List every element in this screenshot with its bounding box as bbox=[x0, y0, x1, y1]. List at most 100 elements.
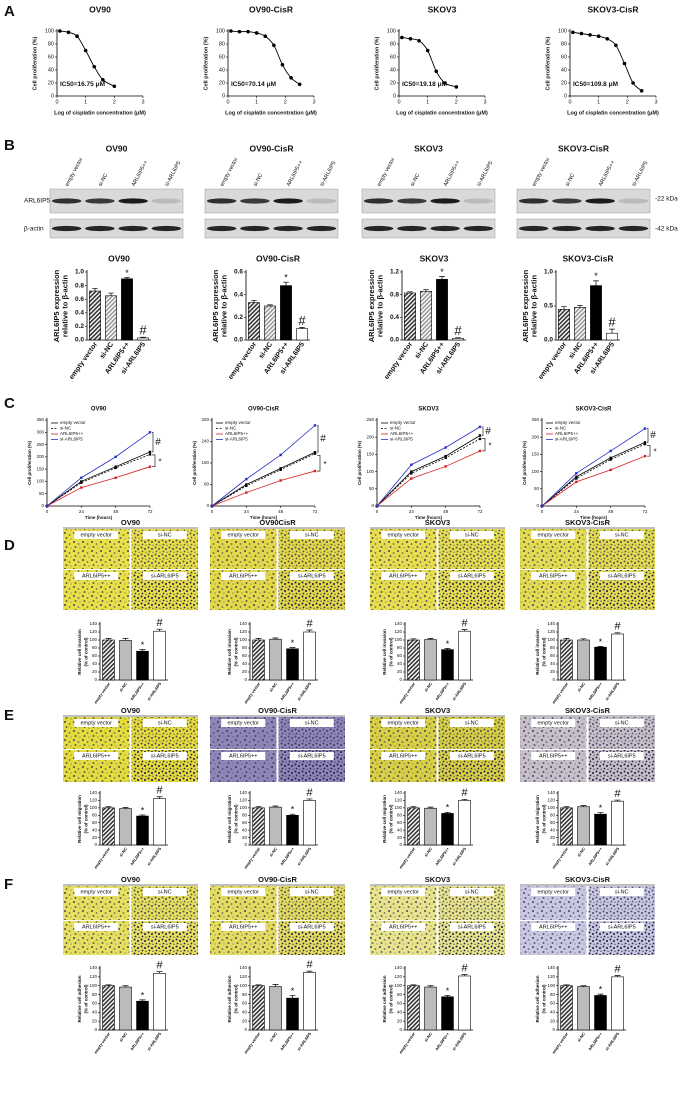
y-tick-label: 120 bbox=[89, 798, 97, 803]
x-tick-label: si-ARL6IP5 bbox=[296, 1031, 313, 1052]
x-tick-label: 0 bbox=[55, 99, 58, 105]
panel-label: F bbox=[4, 876, 13, 893]
bar bbox=[119, 640, 132, 681]
significance-mark: # bbox=[156, 617, 163, 629]
x-tick-label: 0 bbox=[568, 99, 571, 105]
data-point bbox=[297, 82, 302, 87]
blot-title: SKOV3 bbox=[414, 143, 443, 153]
y-tick-label: 20 bbox=[219, 80, 225, 86]
y-tick-label: 120 bbox=[394, 629, 402, 634]
series-marker bbox=[575, 475, 578, 478]
series-marker bbox=[313, 451, 317, 454]
y-tick-label: 80 bbox=[397, 992, 403, 997]
error-bar bbox=[251, 299, 257, 303]
y-tick-label: 1.2 bbox=[390, 269, 399, 276]
y-tick-label: 200 bbox=[531, 434, 539, 439]
legend-label: empty vector bbox=[390, 420, 416, 425]
annotation: * bbox=[653, 447, 656, 456]
y-tick-label: 100 bbox=[531, 469, 539, 474]
lane-label: ARL6IP5++ bbox=[443, 160, 462, 188]
annotation: * bbox=[488, 441, 491, 450]
lane-label: si-NC bbox=[253, 173, 265, 188]
blot-band bbox=[273, 198, 303, 204]
error-bar bbox=[561, 306, 567, 310]
tile-label: si-NC bbox=[465, 533, 479, 539]
bar bbox=[252, 985, 265, 1031]
tile-label-bg bbox=[599, 888, 644, 896]
bar bbox=[404, 292, 416, 341]
y-axis-label: (% of control) bbox=[84, 984, 89, 1013]
blot-band bbox=[430, 225, 460, 232]
x-tick-label: si-ARL6IP5 bbox=[451, 681, 468, 702]
x-tick-label: empty vector bbox=[243, 681, 262, 705]
tile-label-bg bbox=[531, 572, 576, 580]
series-marker bbox=[313, 424, 317, 427]
x-tick-label: 24 bbox=[244, 509, 250, 514]
series-line bbox=[211, 425, 316, 507]
blot-band bbox=[118, 225, 148, 232]
image-group-title: SKOV3 bbox=[425, 518, 450, 527]
x-tick-label: si-ARL6IP5 bbox=[296, 846, 313, 867]
y-tick-label: 0 bbox=[536, 503, 539, 508]
blot-band bbox=[51, 198, 82, 204]
error-bar bbox=[139, 999, 146, 1002]
y-tick-label: 0 bbox=[399, 842, 402, 847]
image-group-title: OV90 bbox=[121, 518, 140, 527]
x-tick-label: 0 bbox=[211, 509, 214, 514]
tile-label-bg bbox=[74, 923, 119, 931]
error-bar bbox=[299, 327, 305, 329]
blot-size-label: -22 kDa bbox=[655, 196, 678, 203]
significance-mark: * bbox=[594, 271, 598, 281]
y-tick-label: 120 bbox=[394, 798, 402, 803]
significance-mark: * bbox=[599, 985, 603, 995]
x-tick-label: si-NC bbox=[423, 846, 433, 858]
bar bbox=[303, 631, 316, 681]
x-tick-label: empty vector bbox=[383, 341, 414, 381]
error-bar bbox=[122, 638, 129, 641]
series-marker bbox=[575, 477, 578, 480]
chart-title: SKOV3 bbox=[418, 407, 439, 413]
y-axis-label: relative to β-actin bbox=[375, 275, 384, 338]
blot-band bbox=[85, 225, 115, 232]
tile-label: si-ARL6IP5 bbox=[151, 574, 179, 580]
legend-label: si-NC bbox=[390, 426, 402, 431]
x-tick-label: 72 bbox=[477, 509, 483, 514]
y-tick-label: 140 bbox=[547, 965, 555, 970]
y-axis-label: Relative cell invasion bbox=[227, 629, 232, 675]
tile-label-bg bbox=[449, 923, 494, 931]
annotation: * bbox=[323, 460, 326, 469]
significance-mark: * bbox=[599, 637, 603, 647]
error-bar bbox=[444, 648, 451, 650]
series-line bbox=[211, 451, 316, 507]
x-tick-label: empty vector bbox=[243, 846, 262, 870]
y-tick-label: 50 bbox=[39, 491, 45, 496]
tile-label: ARL6IP5++ bbox=[229, 754, 257, 760]
y-axis-label: Cell proliferation (%) bbox=[374, 36, 380, 90]
tile-label: empty vector bbox=[81, 533, 113, 539]
series-line bbox=[376, 450, 481, 507]
y-axis-label: Cell proliferation (%) bbox=[192, 441, 197, 486]
series-marker bbox=[410, 472, 413, 475]
blot-membrane bbox=[204, 218, 339, 239]
series-line bbox=[46, 431, 151, 507]
significance-mark: # bbox=[614, 788, 621, 800]
blot-band bbox=[552, 198, 582, 204]
x-axis-label: Time (hours) bbox=[85, 515, 113, 520]
y-tick-label: 20 bbox=[242, 669, 248, 674]
x-tick-label: si-NC bbox=[576, 681, 586, 693]
series-marker bbox=[245, 483, 248, 486]
error-bar bbox=[156, 971, 163, 974]
data-point bbox=[254, 31, 259, 35]
bar bbox=[102, 985, 115, 1031]
tile-label: si-ARL6IP5 bbox=[458, 574, 486, 580]
bar bbox=[153, 798, 166, 846]
tile-label-bg bbox=[381, 888, 426, 896]
y-axis-label: (% of control) bbox=[234, 637, 239, 666]
tile-label-bg bbox=[381, 752, 426, 760]
series-marker bbox=[148, 431, 152, 434]
series-line bbox=[541, 441, 646, 507]
y-tick-label: 100 bbox=[394, 805, 402, 810]
series-marker bbox=[45, 504, 49, 508]
y-tick-label: 50 bbox=[534, 486, 540, 491]
tile-label-bg bbox=[289, 531, 334, 539]
